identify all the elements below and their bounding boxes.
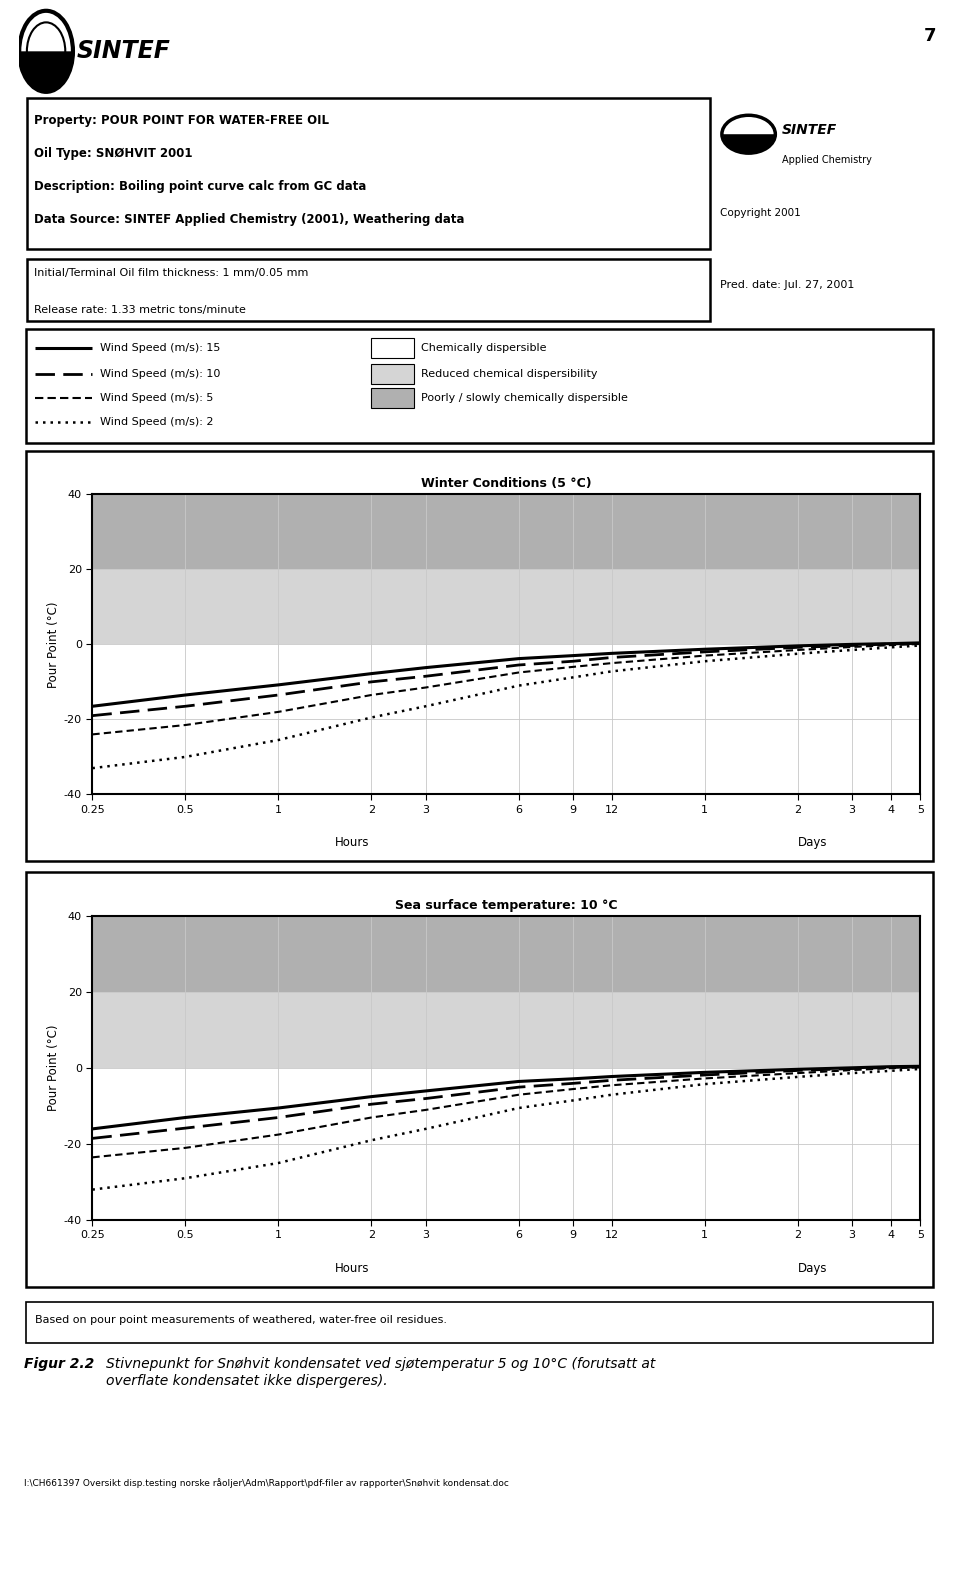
- Text: Reduced chemical dispersibility: Reduced chemical dispersibility: [420, 369, 597, 379]
- Text: Figur 2.2: Figur 2.2: [24, 1358, 94, 1371]
- Text: Wind Speed (m/s): 5: Wind Speed (m/s): 5: [100, 393, 213, 403]
- Text: Applied Chemistry: Applied Chemistry: [782, 155, 872, 164]
- Y-axis label: Pour Point (°C): Pour Point (°C): [47, 602, 60, 687]
- FancyBboxPatch shape: [28, 98, 710, 249]
- Bar: [92, 916, 921, 992]
- Bar: [92, 570, 921, 644]
- Text: Initial/Terminal Oil film thickness: 1 mm/0.05 mm: Initial/Terminal Oil film thickness: 1 m…: [35, 268, 309, 278]
- Text: Wind Speed (m/s): 10: Wind Speed (m/s): 10: [100, 369, 220, 379]
- Text: Copyright 2001: Copyright 2001: [720, 208, 801, 218]
- Text: Description: Boiling point curve calc from GC data: Description: Boiling point curve calc fr…: [35, 180, 367, 193]
- Bar: [371, 388, 415, 407]
- Bar: [92, 644, 921, 794]
- Title: Sea surface temperature: 10 °C: Sea surface temperature: 10 °C: [396, 900, 617, 913]
- Wedge shape: [19, 51, 73, 92]
- Bar: [92, 1067, 921, 1221]
- Title: Winter Conditions (5 °C): Winter Conditions (5 °C): [421, 477, 591, 491]
- Text: Data Source: SINTEF Applied Chemistry (2001), Weathering data: Data Source: SINTEF Applied Chemistry (2…: [35, 213, 465, 226]
- FancyBboxPatch shape: [26, 328, 933, 442]
- FancyBboxPatch shape: [28, 259, 710, 321]
- Text: Release rate: 1.33 metric tons/minute: Release rate: 1.33 metric tons/minute: [35, 305, 247, 314]
- Text: Hours: Hours: [335, 1262, 370, 1274]
- Text: Hours: Hours: [335, 835, 370, 850]
- Bar: [371, 338, 415, 358]
- Bar: [92, 992, 921, 1067]
- Text: Wind Speed (m/s): 15: Wind Speed (m/s): 15: [100, 343, 220, 354]
- FancyBboxPatch shape: [26, 450, 933, 861]
- Text: Wind Speed (m/s): 2: Wind Speed (m/s): 2: [100, 417, 213, 426]
- FancyBboxPatch shape: [26, 872, 933, 1287]
- Text: Oil Type: SNØHVIT 2001: Oil Type: SNØHVIT 2001: [35, 147, 193, 159]
- Text: Stivnepunkt for Snøhvit kondensatet ved sjøtemperatur 5 og 10°C (forutsatt at
ov: Stivnepunkt for Snøhvit kondensatet ved …: [106, 1358, 656, 1388]
- Text: Pred. date: Jul. 27, 2001: Pred. date: Jul. 27, 2001: [720, 279, 854, 289]
- Text: SINTEF: SINTEF: [782, 123, 837, 137]
- Text: Based on pour point measurements of weathered, water-free oil residues.: Based on pour point measurements of weat…: [35, 1315, 447, 1325]
- Text: Chemically dispersible: Chemically dispersible: [420, 343, 546, 354]
- Text: Property: POUR POINT FOR WATER-FREE OIL: Property: POUR POINT FOR WATER-FREE OIL: [35, 114, 329, 126]
- Y-axis label: Pour Point (°C): Pour Point (°C): [47, 1025, 60, 1112]
- Text: Poorly / slowly chemically dispersible: Poorly / slowly chemically dispersible: [420, 393, 628, 403]
- Text: I:\CH661397 Oversikt disp.testing norske råoljer\Adm\Rapport\pdf-filer av rappor: I:\CH661397 Oversikt disp.testing norske…: [24, 1478, 509, 1487]
- FancyBboxPatch shape: [26, 1301, 933, 1344]
- Bar: [371, 365, 415, 384]
- Bar: [92, 494, 921, 570]
- Text: SINTEF: SINTEF: [77, 39, 171, 63]
- Text: Days: Days: [798, 835, 828, 850]
- Text: 7: 7: [924, 27, 936, 44]
- Text: Days: Days: [798, 1262, 828, 1274]
- Wedge shape: [723, 134, 774, 153]
